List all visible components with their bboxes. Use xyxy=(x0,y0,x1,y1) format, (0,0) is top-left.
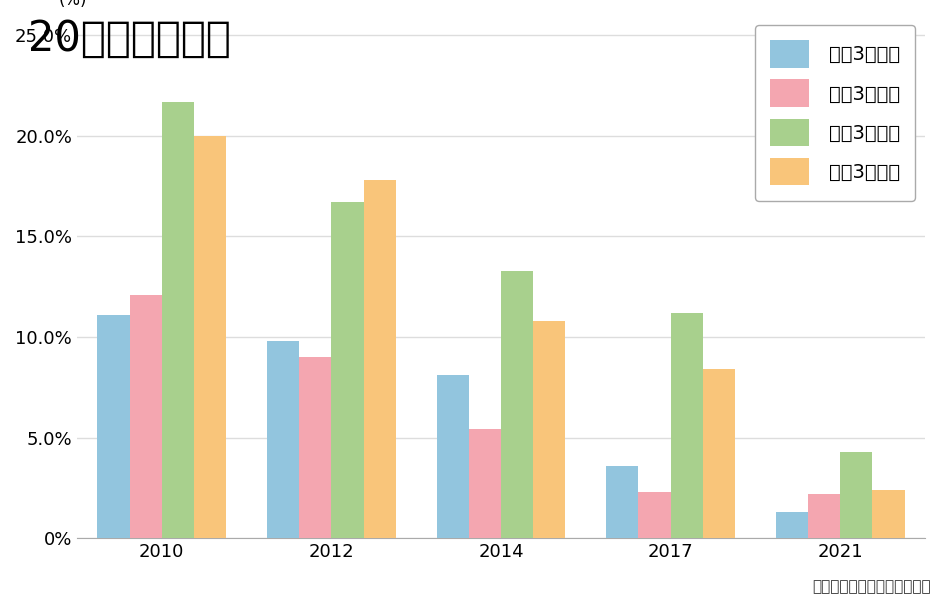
Bar xyxy=(162,101,194,538)
Bar xyxy=(606,466,638,538)
Bar xyxy=(299,357,332,538)
Bar xyxy=(703,369,735,538)
Bar xyxy=(776,512,808,538)
Text: 20歳未満飲酒率: 20歳未満飲酒率 xyxy=(28,18,231,60)
Bar xyxy=(469,430,501,538)
Bar xyxy=(436,375,469,538)
Bar xyxy=(332,202,364,538)
Text: (%): (%) xyxy=(58,0,86,9)
Bar xyxy=(670,313,703,538)
Bar xyxy=(267,341,299,538)
Bar xyxy=(533,321,566,538)
Bar xyxy=(808,494,840,538)
Bar xyxy=(194,136,227,538)
Legend: 中学3年男子, 中学3年女子, 高校3年男子, 高校3年女子: 中学3年男子, 中学3年女子, 高校3年男子, 高校3年女子 xyxy=(755,25,916,201)
Bar xyxy=(501,271,533,538)
Bar xyxy=(98,315,130,538)
Bar xyxy=(638,492,670,538)
Bar xyxy=(130,295,162,538)
Bar xyxy=(364,180,396,538)
Bar xyxy=(872,490,904,538)
Bar xyxy=(840,452,872,538)
Text: 出典：国立健康・栄養研究所: 出典：国立健康・栄養研究所 xyxy=(812,579,931,594)
